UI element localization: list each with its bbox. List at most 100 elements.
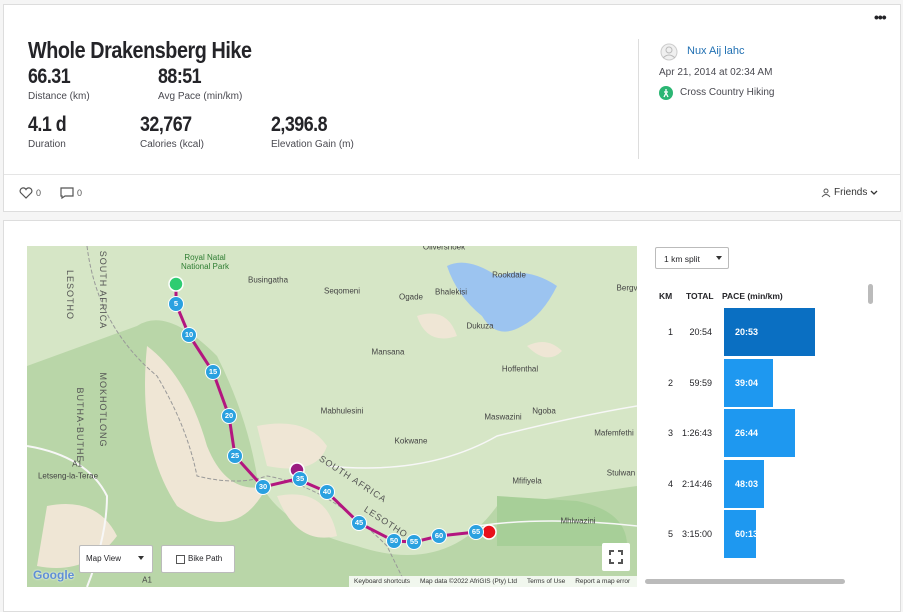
place-label: Mafemfethi bbox=[594, 428, 634, 438]
dropdown-arrow bbox=[138, 556, 144, 560]
athlete-name[interactable]: Nux Aij lahc bbox=[687, 45, 745, 57]
km: 1 bbox=[668, 327, 674, 337]
place-label: Ogade bbox=[398, 292, 424, 302]
map-base bbox=[27, 246, 637, 587]
stat-label: Calories (kcal) bbox=[140, 139, 204, 150]
km: 3 bbox=[668, 428, 674, 438]
fullscreen-icon bbox=[609, 550, 623, 564]
place-label: Mansana bbox=[371, 347, 405, 357]
bike-path-toggle[interactable]: Bike Path bbox=[161, 545, 235, 573]
menu[interactable]: ••• bbox=[874, 9, 887, 25]
place-label: Dukuza bbox=[466, 321, 494, 331]
place-label: A1 bbox=[142, 575, 152, 585]
divider bbox=[638, 39, 639, 159]
activity-card: Whole Drakensberg Hike 66.31 Distance (km… bbox=[3, 4, 901, 212]
place-label: Bergv bbox=[616, 283, 637, 293]
place-label: Busingatha bbox=[247, 275, 289, 285]
place-label: Stulwan bbox=[606, 468, 636, 478]
friends-icon bbox=[821, 188, 831, 198]
date: Apr 21, 2014 at 02:34 AM bbox=[659, 67, 773, 78]
split-row: 5 3:15:00 60:13 bbox=[655, 509, 870, 559]
place-label: Mfifiyela bbox=[512, 476, 542, 486]
km-marker: 15 bbox=[205, 364, 221, 380]
total: 59:59 bbox=[689, 377, 712, 388]
km-marker: 60 bbox=[431, 528, 447, 544]
km-marker: 20 bbox=[221, 408, 237, 424]
place-label: Royal Natal National Park bbox=[180, 253, 230, 271]
fullscreen-button[interactable] bbox=[602, 543, 630, 571]
horizontal-scrollbar[interactable] bbox=[645, 579, 845, 584]
place-label: Ngoba bbox=[532, 406, 556, 416]
place-label: Olivershoek bbox=[422, 246, 466, 252]
place-label: Hoffenthal bbox=[501, 364, 539, 374]
visibility[interactable]: Friends bbox=[834, 187, 868, 198]
avatar[interactable] bbox=[660, 43, 678, 61]
place-label: Kokwane bbox=[394, 436, 428, 446]
split-row: 3 1:26:43 26:44 bbox=[655, 408, 870, 458]
stat-value: 88:51 bbox=[158, 65, 202, 88]
sport: Cross Country Hiking bbox=[680, 87, 775, 98]
splits-table: KM TOTAL PACE (min/km) 1 20:54 20:53 2 59:59 39… bbox=[655, 280, 873, 580]
pace-bar bbox=[724, 510, 756, 558]
km: 5 bbox=[668, 529, 674, 539]
stat-label: Duration bbox=[28, 139, 66, 150]
pace: 60:13 bbox=[735, 529, 759, 539]
like-icon[interactable] bbox=[19, 187, 33, 199]
stat-label: Elevation Gain (m) bbox=[271, 139, 354, 150]
place-label: A1 bbox=[72, 459, 82, 469]
pace-bar bbox=[724, 459, 764, 508]
stat-value: 4.1 d bbox=[28, 113, 67, 136]
place-label: Seqomeni bbox=[323, 286, 361, 296]
place-label: Letseng-la-Terae bbox=[37, 471, 99, 481]
place-label: MOKHOTLONG bbox=[98, 372, 108, 448]
split-label: 1 km split bbox=[664, 254, 700, 264]
column-header: KM bbox=[659, 291, 673, 301]
detail-card: Royal Natal National Park Busingatha Seqom… bbox=[3, 220, 901, 612]
dropdown-arrow bbox=[716, 256, 722, 260]
stat-label: Avg Pace (min/km) bbox=[158, 91, 243, 102]
stat-value: 66.31 bbox=[28, 65, 71, 88]
map-view-label: Map View bbox=[86, 554, 121, 563]
pace: 48:03 bbox=[735, 478, 759, 489]
pace-bar bbox=[724, 358, 773, 407]
place-label: LESOTHO bbox=[65, 269, 75, 321]
pace: 26:44 bbox=[735, 428, 759, 438]
footer-divider bbox=[4, 174, 900, 175]
chevron bbox=[870, 190, 878, 195]
attribution-link: Keyboard shortcuts bbox=[354, 578, 411, 585]
stat-value: 32,767 bbox=[140, 113, 192, 136]
km-marker: 25 bbox=[227, 448, 243, 464]
stat-label: Distance (km) bbox=[28, 91, 90, 102]
km-marker: 45 bbox=[351, 515, 367, 531]
place-label: Bhalekisi bbox=[434, 287, 468, 297]
attribution-link: Map data ©2022 AfriGIS (Pty) Ltd bbox=[420, 578, 517, 585]
place-label: BUTHA-BUTHE bbox=[75, 387, 85, 463]
place-label: Maswazini bbox=[484, 412, 522, 422]
place-label: Mabhulesini bbox=[320, 406, 364, 416]
comment-icon[interactable] bbox=[60, 187, 74, 199]
total: 1:26:43 bbox=[681, 428, 712, 438]
place-label: SOUTH AFRICA bbox=[98, 250, 108, 330]
split-row: 2 59:59 39:04 bbox=[655, 358, 870, 408]
km-marker: 40 bbox=[319, 484, 335, 500]
total: 2:14:46 bbox=[681, 478, 712, 489]
pace: 39:04 bbox=[735, 377, 759, 388]
split-select[interactable]: 1 km split bbox=[655, 247, 729, 269]
attribution-link: Report a map error bbox=[575, 578, 631, 585]
map[interactable]: Royal Natal National Park Busingatha Seqom… bbox=[27, 246, 637, 587]
km-marker: 55 bbox=[406, 534, 422, 550]
km: 4 bbox=[668, 478, 674, 489]
place-label: Rookdale bbox=[492, 270, 526, 280]
map-view-select[interactable]: Map View bbox=[79, 545, 153, 573]
checkbox[interactable] bbox=[176, 555, 185, 564]
google-logo: Google bbox=[33, 568, 75, 582]
column-header: TOTAL bbox=[686, 291, 714, 301]
pace-bar bbox=[724, 308, 815, 356]
comment-count: 0 bbox=[77, 188, 83, 198]
km-marker: 30 bbox=[255, 479, 271, 495]
like-count: 0 bbox=[36, 188, 42, 198]
km: 2 bbox=[668, 377, 674, 388]
sport-icon bbox=[659, 86, 673, 100]
vertical-scrollbar[interactable] bbox=[868, 284, 873, 304]
